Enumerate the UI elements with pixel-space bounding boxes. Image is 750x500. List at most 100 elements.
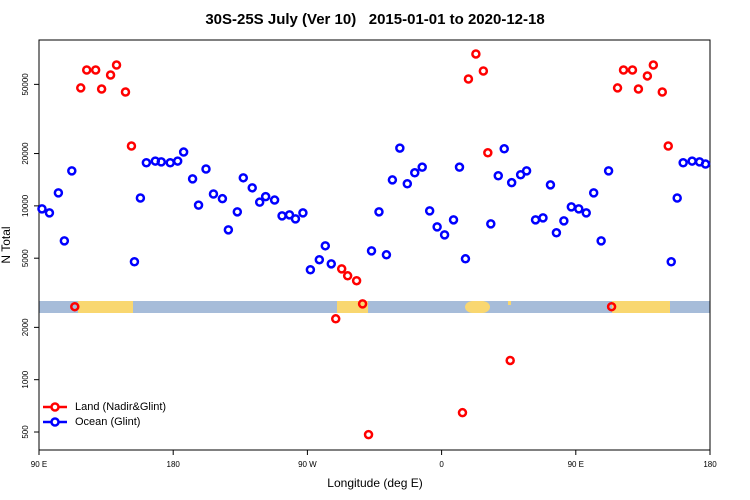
point xyxy=(201,164,211,174)
point xyxy=(111,60,122,70)
point xyxy=(596,236,606,246)
point xyxy=(314,254,325,265)
point xyxy=(351,275,362,286)
y-tick-label: 2000 xyxy=(21,318,30,336)
point xyxy=(178,147,189,157)
point xyxy=(700,159,711,169)
point xyxy=(156,157,167,167)
point xyxy=(672,193,682,203)
point xyxy=(657,87,668,97)
legend-marker xyxy=(50,417,60,427)
legend-label: Ocean (Glint) xyxy=(75,416,140,428)
point xyxy=(305,265,316,275)
point xyxy=(627,65,638,75)
point xyxy=(217,193,228,204)
x-tick-label: 180 xyxy=(167,460,181,469)
ocean-strip xyxy=(39,301,710,313)
point xyxy=(574,204,584,214)
point xyxy=(374,207,384,217)
point xyxy=(687,156,697,166)
point xyxy=(342,271,353,281)
point xyxy=(381,250,392,260)
land-strip xyxy=(508,301,511,305)
x-tick-label: 180 xyxy=(703,460,717,469)
point xyxy=(499,144,509,154)
point xyxy=(105,70,116,80)
point xyxy=(81,65,92,75)
point xyxy=(290,214,301,224)
point xyxy=(96,84,107,94)
y-axis-label: N Total xyxy=(0,226,13,263)
point xyxy=(172,156,183,166)
x-axis-label: Longitude (deg E) xyxy=(327,476,422,490)
point xyxy=(483,148,493,158)
point xyxy=(70,301,80,312)
point xyxy=(678,158,688,168)
point xyxy=(486,219,496,229)
point xyxy=(59,236,70,246)
point xyxy=(187,174,198,184)
x-tick-label: 0 xyxy=(439,460,444,469)
point xyxy=(165,158,175,168)
point xyxy=(402,179,413,189)
x-tick-label: 90 E xyxy=(31,460,47,469)
point xyxy=(336,264,347,274)
point xyxy=(618,65,629,75)
point xyxy=(424,206,435,216)
point xyxy=(581,208,591,218)
point xyxy=(387,175,398,185)
point xyxy=(269,195,280,205)
legend-label: Land (Nadir&Glint) xyxy=(75,401,166,413)
point xyxy=(53,188,64,198)
point xyxy=(357,299,368,309)
point xyxy=(559,216,569,226)
y-tick-label: 500 xyxy=(21,425,30,439)
point xyxy=(566,202,577,212)
point xyxy=(126,141,137,151)
plot-frame xyxy=(38,39,711,451)
point xyxy=(141,158,152,168)
point xyxy=(238,173,249,183)
point xyxy=(521,166,532,176)
point xyxy=(260,191,271,202)
legend: Land (Nadir&Glint) Ocean (Glint) xyxy=(43,401,166,428)
point xyxy=(666,256,676,267)
point xyxy=(478,66,489,76)
land-strip xyxy=(465,301,490,313)
point xyxy=(454,162,465,172)
x-tick-label: 90 W xyxy=(298,460,317,469)
point xyxy=(366,246,377,256)
point xyxy=(208,189,219,199)
point xyxy=(612,83,623,93)
point xyxy=(232,207,243,217)
point xyxy=(363,429,374,440)
point xyxy=(606,301,617,312)
point xyxy=(588,188,599,198)
y-tick-label: 20000 xyxy=(21,142,30,165)
point xyxy=(417,162,427,172)
land-ocean-strip xyxy=(39,301,710,313)
y-tick-label: 10000 xyxy=(21,194,30,217)
point xyxy=(223,225,234,235)
land-strip xyxy=(78,301,133,313)
point xyxy=(603,166,614,176)
point xyxy=(120,87,131,97)
point xyxy=(135,193,146,203)
point xyxy=(642,71,653,81)
y-tick-label: 50000 xyxy=(21,73,30,96)
point xyxy=(463,74,474,84)
point xyxy=(277,211,287,221)
points xyxy=(37,49,711,440)
point xyxy=(663,141,673,151)
point xyxy=(320,241,331,251)
point xyxy=(506,177,517,188)
point xyxy=(67,166,77,176)
point xyxy=(538,213,548,223)
chart-title: 30S-25S July (Ver 10) 2015-01-01 to 2020… xyxy=(205,11,544,28)
land-strip xyxy=(612,301,670,313)
point xyxy=(298,208,308,218)
point xyxy=(410,168,420,178)
point xyxy=(505,355,515,366)
point xyxy=(330,314,341,324)
